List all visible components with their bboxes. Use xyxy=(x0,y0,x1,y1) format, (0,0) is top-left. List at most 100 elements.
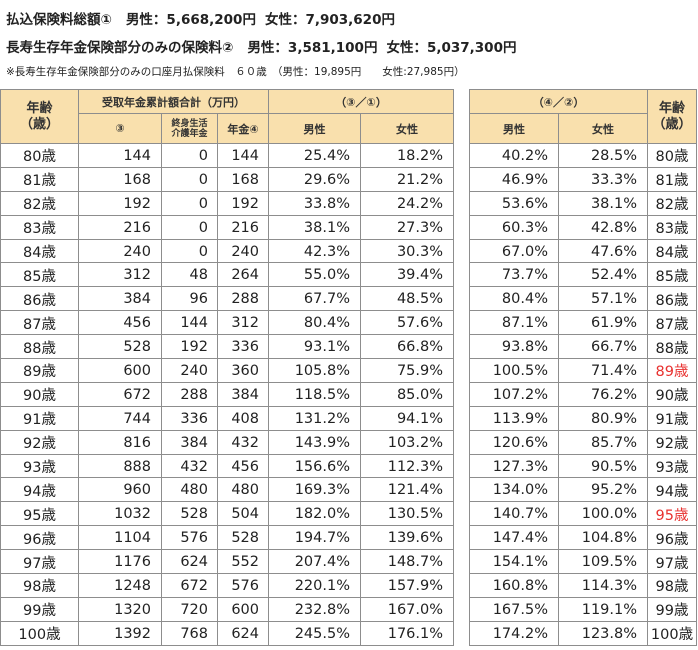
age-cell: 90歳 xyxy=(0,381,79,407)
male-ratio-cell: 42.3% xyxy=(268,238,361,264)
table-row: 93.8% 66.7% 88歳 xyxy=(469,334,698,360)
male-ratio-cell: 93.1% xyxy=(268,334,361,360)
age-cell-right: 93歳 xyxy=(647,453,698,479)
table-row: 160.8% 114.3% 98歳 xyxy=(469,573,698,598)
age-cell-right: 89歳 xyxy=(647,358,698,383)
total-cell: 1032 xyxy=(78,501,162,527)
male-ratio-cell: 80.4% xyxy=(268,310,361,336)
female-ratio-right-cell: 66.7% xyxy=(557,334,649,360)
female-ratio-cell: 139.6% xyxy=(359,525,455,551)
age-cell-right: 88歳 xyxy=(647,334,698,360)
pension-cell: 216 xyxy=(217,214,269,240)
male-ratio-right-cell: 87.1% xyxy=(469,310,559,336)
age-cell-right: 83歳 xyxy=(647,214,698,240)
female-ratio-cell: 94.1% xyxy=(359,405,455,431)
male-ratio-cell: 118.5% xyxy=(268,381,361,407)
pension-table-left: 年齢 （歳） 受取年金累計額合計（万円） （③／①） ③ 終身生活 介護年金 年… xyxy=(0,89,455,646)
male-ratio-right-cell: 53.6% xyxy=(469,190,559,216)
female-ratio-right-cell: 109.5% xyxy=(557,549,649,575)
age-cell-right: 96歳 xyxy=(647,525,698,551)
pension-cell: 456 xyxy=(217,453,269,479)
age-cell-right: 82歳 xyxy=(647,190,698,216)
age-header-bottom: （歳） xyxy=(19,116,59,132)
pension-cell: 288 xyxy=(217,286,269,312)
age-cell-right: 87歳 xyxy=(647,310,698,336)
care-cell: 288 xyxy=(161,381,218,407)
total-cell: 816 xyxy=(78,429,162,455)
male-ratio-cell: 232.8% xyxy=(268,596,361,622)
pension-cell: 168 xyxy=(217,166,269,192)
table-row: 99歳 1320 720 600 232.8% 167.0% xyxy=(0,596,455,622)
male-ratio-right-cell: 80.4% xyxy=(469,286,559,312)
male-ratio-cell: 182.0% xyxy=(268,501,361,527)
female-ratio-right-cell: 47.6% xyxy=(557,238,649,264)
total-cell: 528 xyxy=(78,334,162,360)
total-premium-female: 女性：7,903,620円 xyxy=(264,12,395,28)
age-cell-right: 98歳 xyxy=(647,573,698,598)
age-cell-right: 81歳 xyxy=(647,166,698,192)
pension-cell: 336 xyxy=(217,334,269,360)
female-ratio-cell: 148.7% xyxy=(359,549,455,575)
total-column-header: ③ xyxy=(78,113,162,144)
longevity-premium-label: 長寿生存年金保険部分のみの保険料② xyxy=(6,40,234,56)
male-ratio-right-column-header: 男性 xyxy=(469,113,559,144)
table-row: 174.2% 123.8% 100歳 xyxy=(469,620,698,646)
age-column-header-right: 年齢 （歳） xyxy=(647,89,698,144)
care-header-top: 終身生活 xyxy=(171,118,208,129)
pension-cell: 576 xyxy=(217,573,269,598)
female-ratio-right-cell: 80.9% xyxy=(557,405,649,431)
male-ratio-right-cell: 60.3% xyxy=(469,214,559,240)
care-cell: 576 xyxy=(161,525,218,551)
total-cell: 960 xyxy=(78,477,162,503)
pension-table-right: （④／②） 年齢 （歳） 男性 女性 40.2% 28.5% 80歳 46.9% 33.… xyxy=(468,89,698,646)
age-cell: 82歳 xyxy=(0,190,79,216)
care-cell: 528 xyxy=(161,501,218,527)
male-ratio-cell: 55.0% xyxy=(268,262,361,288)
age-column-header: 年齢 （歳） xyxy=(0,89,79,144)
table-row: 86歳 384 96 288 67.7% 48.5% xyxy=(0,286,455,312)
age-cell: 94歳 xyxy=(0,477,79,503)
age-cell: 92歳 xyxy=(0,429,79,455)
female-ratio-cell: 24.2% xyxy=(359,190,455,216)
care-cell: 0 xyxy=(161,143,218,168)
female-ratio-right-cell: 28.5% xyxy=(557,143,649,168)
female-ratio-right-cell: 104.8% xyxy=(557,525,649,551)
table-row: 113.9% 80.9% 91歳 xyxy=(469,405,698,431)
table-row: 154.1% 109.5% 97歳 xyxy=(469,549,698,575)
male-ratio-cell: 25.4% xyxy=(268,143,361,168)
male-ratio-cell: 67.7% xyxy=(268,286,361,312)
age-cell: 84歳 xyxy=(0,238,79,264)
female-ratio-right-cell: 71.4% xyxy=(557,358,649,383)
care-cell: 0 xyxy=(161,214,218,240)
table-row: 53.6% 38.1% 82歳 xyxy=(469,190,698,216)
male-ratio-cell: 38.1% xyxy=(268,214,361,240)
table-row: 94歳 960 480 480 169.3% 121.4% xyxy=(0,477,455,503)
male-ratio-cell: 194.7% xyxy=(268,525,361,551)
age-cell: 91歳 xyxy=(0,405,79,431)
male-ratio-right-cell: 73.7% xyxy=(469,262,559,288)
female-ratio-right-cell: 114.3% xyxy=(557,573,649,598)
table-row: 93歳 888 432 456 156.6% 112.3% xyxy=(0,453,455,479)
age-cell-right: 94歳 xyxy=(647,477,698,503)
pension-cell: 480 xyxy=(217,477,269,503)
female-ratio-cell: 48.5% xyxy=(359,286,455,312)
female-ratio-right-cell: 123.8% xyxy=(557,620,649,646)
female-ratio-cell: 103.2% xyxy=(359,429,455,455)
care-cell: 480 xyxy=(161,477,218,503)
table-row: 92歳 816 384 432 143.9% 103.2% xyxy=(0,429,455,455)
ratio-3-1-header: （③／①） xyxy=(267,89,455,114)
age-header-right-top: 年齢 xyxy=(659,100,686,116)
female-ratio-cell: 121.4% xyxy=(359,477,455,503)
male-ratio-right-cell: 167.5% xyxy=(469,596,559,622)
total-premium-label: 払込保険料総額① xyxy=(6,12,112,28)
male-ratio-right-cell: 147.4% xyxy=(469,525,559,551)
care-cell: 720 xyxy=(161,596,218,622)
age-cell: 100歳 xyxy=(0,620,79,646)
table-row: 84歳 240 0 240 42.3% 30.3% xyxy=(0,238,455,264)
total-cell: 672 xyxy=(78,381,162,407)
table-row: 87歳 456 144 312 80.4% 57.6% xyxy=(0,310,455,336)
table-row: 80.4% 57.1% 86歳 xyxy=(469,286,698,312)
pension-cell: 240 xyxy=(217,238,269,264)
pension-cell: 312 xyxy=(217,310,269,336)
table-row: 88歳 528 192 336 93.1% 66.8% xyxy=(0,334,455,360)
